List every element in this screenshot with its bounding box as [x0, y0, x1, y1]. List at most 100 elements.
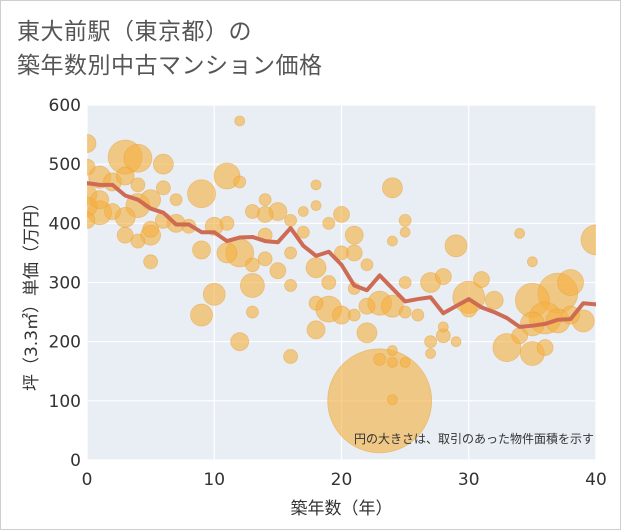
bubble-point — [192, 240, 211, 260]
x-tick-label: 30 — [458, 470, 480, 490]
bubble-point — [358, 297, 376, 315]
bubble-point — [425, 348, 436, 359]
bubble-point — [284, 279, 298, 292]
bubble-point — [536, 339, 554, 356]
bubble-point — [256, 206, 274, 223]
y-tick-label: 500 — [49, 155, 81, 175]
bubble-point — [87, 158, 96, 176]
bubble-point — [245, 204, 260, 219]
bubble-point — [257, 251, 273, 267]
x-tick-label: 10 — [203, 470, 225, 490]
y-tick-label: 200 — [49, 333, 81, 353]
bubble-point — [308, 295, 324, 311]
bubble-point — [305, 257, 327, 279]
bubble-point — [90, 190, 110, 210]
bubble-point — [322, 216, 336, 230]
bubble-point — [356, 322, 378, 344]
bubble-size-note: 円の大きさは、取引のあった物件面積を示す — [354, 431, 594, 446]
bubble-point — [155, 180, 171, 196]
bubble-point — [332, 305, 351, 325]
bubble-point — [484, 290, 504, 310]
bubble-point — [190, 303, 213, 327]
bubble-point — [511, 327, 529, 345]
bubble-point — [327, 348, 433, 454]
bubble-point — [296, 225, 310, 239]
bubble-point — [143, 254, 159, 270]
x-axis-label: 築年数（年） — [291, 499, 393, 519]
bubble-point — [360, 258, 374, 272]
bubble-point — [234, 115, 246, 127]
bubble-point — [130, 177, 146, 193]
bubble-point — [399, 226, 411, 238]
bubble-point — [246, 305, 259, 319]
bubble-point — [347, 308, 361, 322]
bubble-point — [399, 356, 411, 368]
bubble-point — [411, 308, 425, 322]
bubble-point — [450, 336, 462, 348]
bubble-point — [473, 271, 490, 288]
average-price-line — [87, 181, 596, 329]
bubble-point — [233, 175, 247, 189]
bubble-point — [386, 394, 398, 406]
bubble-point — [398, 276, 412, 289]
bubble-point — [526, 256, 538, 268]
y-tick-label: 0 — [70, 451, 81, 471]
x-tick-label: 0 — [82, 470, 93, 490]
bubble-point — [514, 227, 526, 239]
bubble-point — [104, 203, 121, 220]
bubble-point — [216, 242, 238, 264]
title-line-1: 東大前駅（東京都）の — [17, 19, 252, 45]
bubble-point — [284, 213, 298, 227]
bubble-point — [116, 226, 134, 244]
bubble-point — [434, 268, 452, 285]
bubble-point — [333, 206, 350, 223]
bubble-point — [187, 179, 216, 209]
bubble-point — [283, 349, 299, 364]
title-line-2: 築年数別中古マンション価格 — [17, 53, 323, 79]
bubble-point — [344, 225, 364, 245]
bubble-point — [284, 246, 298, 260]
bubble-point — [240, 273, 265, 298]
bubble-point — [202, 282, 226, 306]
bubble-point — [230, 332, 250, 352]
y-tick-label: 400 — [49, 214, 81, 234]
bubble-point — [258, 193, 272, 207]
bubble-point — [444, 234, 468, 258]
y-tick-labels: 0 100 200 300 400 500 600 — [49, 96, 81, 471]
bubble-point — [334, 245, 349, 261]
chart-title: 東大前駅（東京都）の 築年数別中古マンション価格 — [17, 15, 323, 83]
bubble-point — [424, 335, 437, 349]
y-tick-label: 100 — [49, 392, 81, 412]
y-tick-label: 300 — [49, 274, 81, 294]
bubble-point — [386, 235, 398, 247]
bubble-point — [398, 305, 412, 319]
bubble-point — [310, 200, 322, 211]
bubble-point — [297, 206, 309, 217]
y-tick-label: 600 — [49, 96, 81, 116]
bubble-point — [87, 211, 96, 229]
x-tick-label: 20 — [331, 470, 353, 490]
bubble-point — [123, 143, 153, 173]
bubble-point — [152, 153, 174, 175]
bubble-point — [437, 321, 449, 333]
bubble-point — [306, 320, 326, 340]
bubble-point — [386, 345, 398, 356]
bubble-point — [557, 269, 584, 296]
bubble-point — [386, 356, 398, 368]
bubble-point — [130, 233, 146, 249]
bubble-point — [269, 262, 287, 280]
bubble-point — [321, 275, 337, 290]
x-tick-label: 40 — [585, 470, 607, 490]
bubble-point — [580, 224, 596, 256]
bubble-point — [219, 215, 235, 231]
bubble-point — [142, 220, 160, 238]
y-axis-label: 坪（3.3㎡）単価（万円） — [22, 194, 42, 391]
bubble-point — [169, 193, 183, 207]
x-tick-labels: 0 10 20 30 40 — [82, 470, 607, 490]
bubble-point — [398, 213, 412, 227]
bubble-point — [245, 257, 260, 273]
bubble-point — [115, 166, 135, 186]
bubble-point — [310, 179, 322, 191]
bubble-point — [373, 353, 387, 366]
